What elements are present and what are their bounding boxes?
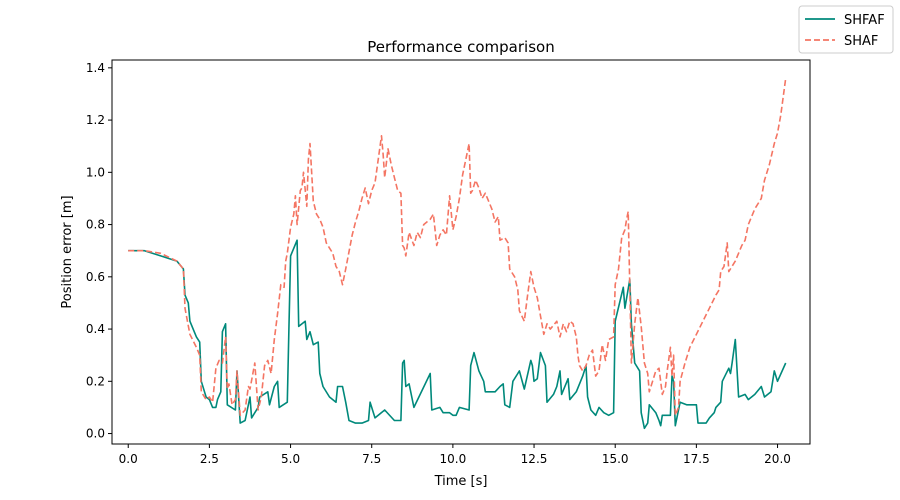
x-tick-label: 2.5 (200, 452, 219, 466)
plot-area-frame (111, 59, 811, 445)
x-tick-label: 12.5 (521, 452, 548, 466)
legend-frame (798, 5, 894, 54)
y-tick-label: 1.0 (86, 165, 105, 179)
axis-ticks: 0.0 2.5 5.0 7.5 10.0 12.5 15.0 17.5 20.0 0.0 0.2 0.… (86, 61, 791, 466)
y-tick-label: 0.2 (86, 374, 105, 388)
y-axis-label: Position error [m] (60, 195, 75, 308)
y-tick-label: 0.8 (86, 218, 105, 232)
legend-label-shfaf: SHFAF (844, 13, 885, 28)
series-lines (128, 78, 787, 430)
y-tick-label: 1.4 (86, 61, 105, 75)
x-tick-label: 0.0 (119, 452, 138, 466)
x-tick-label: 15.0 (602, 452, 629, 466)
y-tick-label: 0.6 (86, 270, 105, 284)
x-tick-label: 17.5 (683, 452, 710, 466)
series-line-shfaf (128, 239, 787, 430)
x-tick-label: 20.0 (764, 452, 791, 466)
x-tick-label: 5.0 (281, 452, 300, 466)
series-line-shaf (128, 78, 787, 417)
legend: SHFAF SHAF (798, 5, 894, 54)
x-axis-label: Time [s] (434, 474, 488, 489)
y-tick-label: 1.2 (86, 113, 105, 127)
y-tick-label: 0.0 (86, 427, 105, 441)
x-tick-label: 10.0 (440, 452, 467, 466)
chart-title: Performance comparison (367, 38, 554, 56)
legend-label-shaf: SHAF (844, 34, 878, 49)
y-tick-label: 0.4 (86, 322, 105, 336)
x-tick-label: 7.5 (362, 452, 381, 466)
